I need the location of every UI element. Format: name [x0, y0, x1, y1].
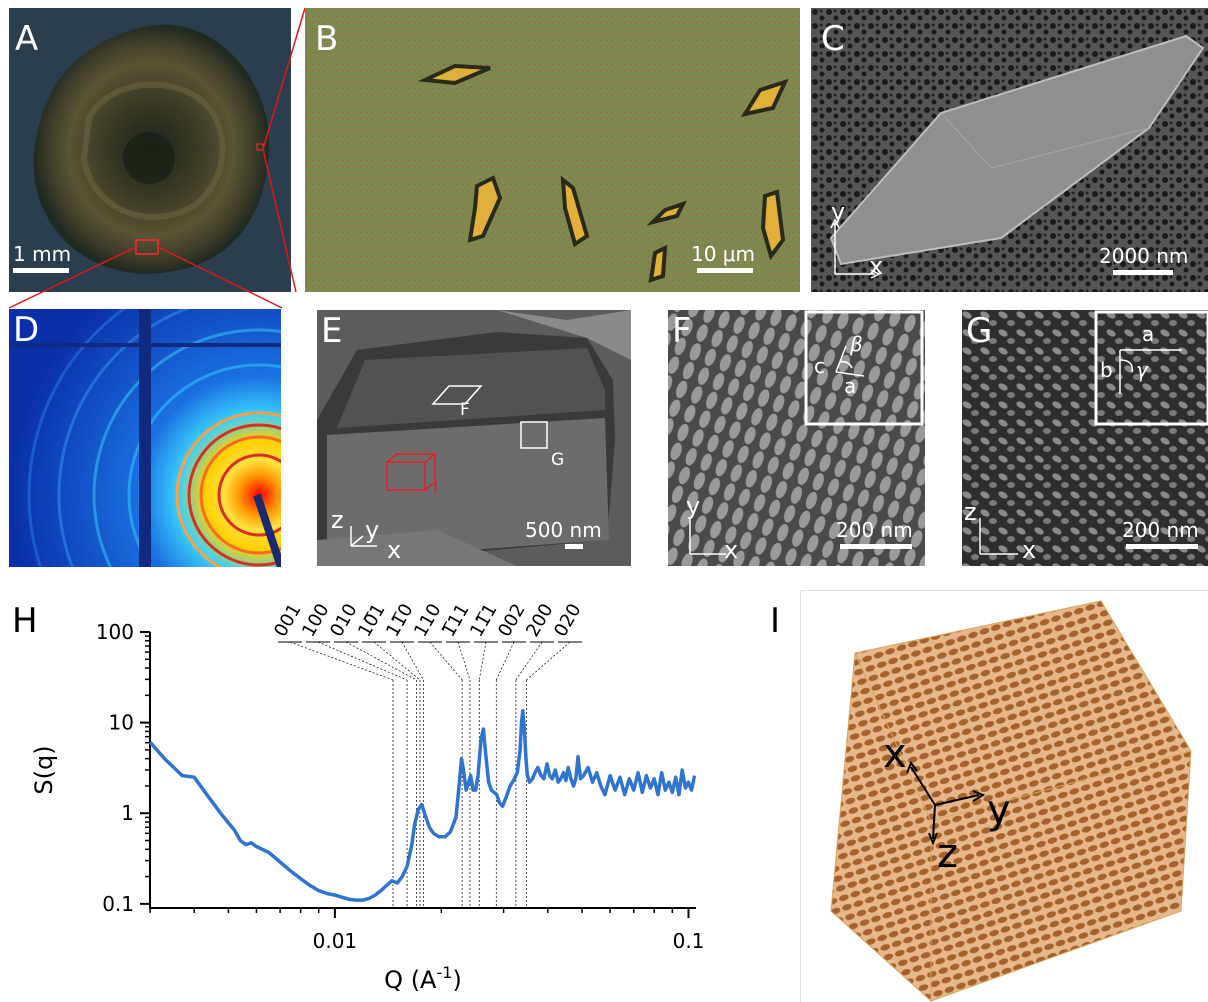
panel-i-label: I [770, 601, 781, 641]
panel-d-label: D [13, 310, 40, 350]
panel-g-inset-gamma: γ [1136, 358, 1148, 382]
peak-leader-line [289, 641, 394, 681]
panel-e-box-f: F [460, 400, 470, 420]
panel-e-box-g: G [551, 450, 565, 470]
panel-a: A 1 mm [9, 8, 291, 292]
y-tick-label: 100 [96, 620, 134, 644]
panel-g-inset-b: b [1100, 358, 1113, 382]
panel-c-scalebar-text: 2000 nm [1099, 244, 1189, 268]
peak-leader-line [345, 641, 417, 681]
panel-c-axis-x: x [869, 252, 884, 280]
panel-i-axis-x: x [883, 731, 907, 777]
panel-g-inset-a: a [1142, 322, 1155, 346]
panel-f-scalebar-text: 200 nm [836, 518, 913, 542]
panel-g-label: G [966, 311, 993, 351]
panel-b-label: B [315, 19, 339, 59]
panel-b-micrograph [305, 8, 800, 292]
panel-e-micrograph [317, 310, 631, 566]
panel-f-inset-c: c [814, 354, 825, 378]
peak-label: 020 [550, 600, 585, 640]
peak-label: 001 [270, 600, 305, 640]
peak-label: 1̅11 [438, 600, 473, 640]
panel-b: B 10 μm [305, 8, 800, 292]
panel-e-label: E [321, 311, 343, 351]
peak-leader-line [457, 641, 471, 681]
x-tick-label: 0.1 [673, 929, 705, 953]
x-tick-label: 0.01 [313, 929, 358, 953]
panel-c-label: C [821, 19, 845, 59]
peak-label: 010 [326, 600, 361, 640]
panel-f-micrograph [668, 310, 925, 566]
panel-c-axes-icon [830, 218, 881, 279]
sq-curve [148, 709, 697, 902]
panel-c-scalebar [1113, 270, 1173, 275]
panel-a-scalebar-text: 1 mm [13, 242, 72, 266]
panel-g-scalebar-text: 200 nm [1122, 518, 1199, 542]
panel-f-axis-y: y [686, 492, 701, 520]
peak-leader-line [478, 641, 487, 681]
panel-i-reconstruction [830, 600, 1192, 1002]
peak-leader-line [373, 641, 421, 681]
panel-e-axis-x: x [387, 536, 402, 564]
panel-b-scalebar-text: 10 μm [691, 242, 756, 266]
panel-e-axis-z: z [331, 506, 344, 534]
peak-label: 110 [410, 600, 445, 640]
peak-label: 11̅1 [466, 600, 501, 640]
peak-label: 11̅0 [382, 600, 417, 640]
peak-leader-line [401, 641, 424, 681]
peak-leader-line [429, 641, 463, 681]
panel-g-axis-z: z [964, 498, 977, 526]
panel-a-micrograph [33, 24, 270, 274]
panel-d-diffraction [9, 309, 281, 567]
panel-i-axis-z: z [937, 831, 958, 877]
panel-i: x y z [800, 590, 1208, 1002]
peak-leader-line [515, 641, 543, 681]
x-axis-label: Q (A-1) [384, 963, 462, 994]
peak-leader-line [495, 641, 515, 681]
panel-c: C y x 2000 nm [811, 8, 1208, 292]
panel-h-label: H [12, 601, 38, 641]
panel-f-axis-x: x [724, 536, 739, 564]
panel-e: E F G I z y x 500 nm [317, 310, 631, 566]
panel-g-axis-x: x [1022, 536, 1037, 564]
panel-f: F c β a y x 200 nm [668, 310, 925, 566]
panel-f-label: F [672, 311, 692, 351]
peak-label: 002 [494, 600, 529, 640]
peak-label: 200 [522, 600, 557, 640]
panel-a-label: A [15, 19, 39, 59]
y-tick-label: 10 [109, 711, 134, 735]
panel-e-axis-y: y [365, 516, 380, 544]
peak-leader-line [526, 641, 571, 681]
panel-f-inset-beta: β [850, 332, 863, 356]
panel-g: G a b γ z x 200 nm [962, 310, 1208, 566]
panel-b-scalebar [697, 268, 753, 273]
peak-label: 10̅1 [354, 600, 389, 640]
panel-g-micrograph [962, 310, 1208, 566]
panel-c-micrograph [811, 8, 1208, 292]
panel-e-scalebar-text: 500 nm [525, 518, 602, 542]
panel-e-box-i: I [433, 478, 439, 498]
y-tick-label: 0.1 [102, 892, 134, 916]
panel-c-axis-y: y [831, 198, 846, 226]
y-axis-label: S(q) [30, 745, 58, 794]
peak-label: 100 [298, 600, 333, 640]
panel-a-scalebar [13, 268, 69, 273]
panel-d: D [9, 309, 281, 567]
panel-f-inset-a: a [844, 374, 857, 398]
panel-i-axis-y: y [987, 787, 1011, 833]
peak-leader-line [317, 641, 408, 681]
y-tick-label: 1 [121, 801, 134, 825]
